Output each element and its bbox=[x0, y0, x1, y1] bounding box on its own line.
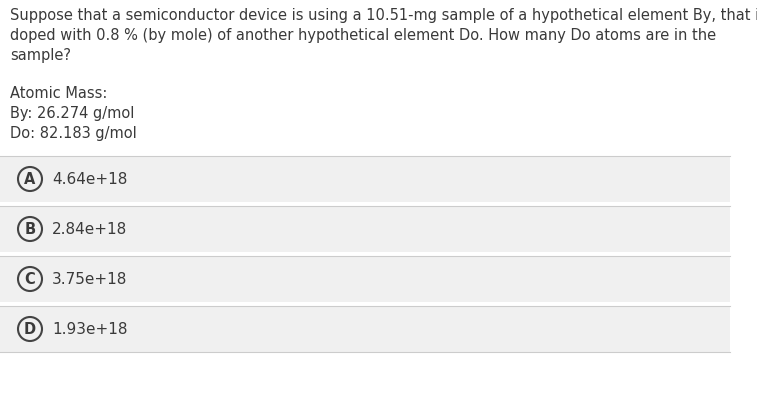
Text: doped with 0.8 % (by mole) of another hypothetical element Do. How many Do atoms: doped with 0.8 % (by mole) of another hy… bbox=[10, 28, 716, 43]
Text: By: 26.274 g/mol: By: 26.274 g/mol bbox=[10, 106, 135, 121]
Text: 2.84e+18: 2.84e+18 bbox=[52, 222, 127, 236]
Text: Suppose that a semiconductor device is using a 10.51-mg sample of a hypothetical: Suppose that a semiconductor device is u… bbox=[10, 8, 757, 23]
Text: C: C bbox=[25, 272, 36, 287]
Text: B: B bbox=[24, 222, 36, 236]
Text: 3.75e+18: 3.75e+18 bbox=[52, 272, 127, 287]
Text: 4.64e+18: 4.64e+18 bbox=[52, 171, 127, 186]
Text: 1.93e+18: 1.93e+18 bbox=[52, 321, 127, 336]
Text: A: A bbox=[24, 171, 36, 186]
Text: D: D bbox=[24, 321, 36, 336]
Text: sample?: sample? bbox=[10, 48, 71, 63]
Text: Do: 82.183 g/mol: Do: 82.183 g/mol bbox=[10, 126, 137, 141]
Text: Atomic Mass:: Atomic Mass: bbox=[10, 86, 107, 101]
